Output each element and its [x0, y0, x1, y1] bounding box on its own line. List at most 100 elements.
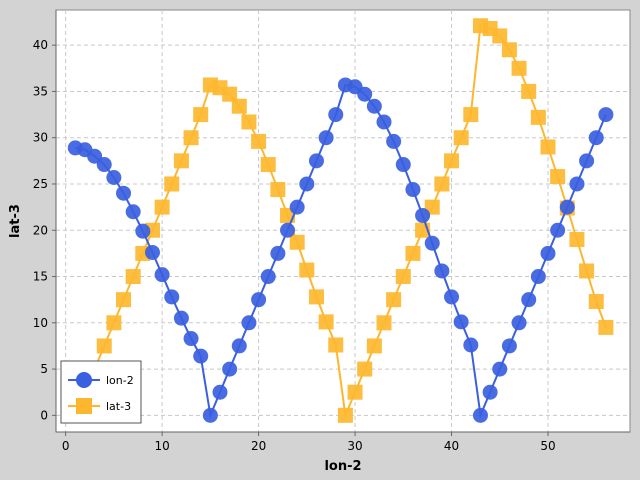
data-point-lat-3 — [386, 292, 402, 308]
series-lon-2 — [67, 77, 614, 423]
x-tick-label: 50 — [540, 439, 555, 453]
x-tick-label: 40 — [444, 439, 459, 453]
legend-box — [60, 360, 142, 424]
y-tick-label: 35 — [33, 84, 48, 98]
data-point-lon-2 — [116, 185, 132, 201]
data-point-lat-3 — [289, 234, 305, 250]
data-point-lat-3 — [550, 169, 566, 185]
data-point-lon-2 — [569, 176, 585, 192]
legend-label-lon-2: lon-2 — [106, 374, 134, 387]
data-point-lat-3 — [492, 28, 508, 44]
data-point-lat-3 — [183, 130, 199, 146]
data-point-lat-3 — [96, 338, 112, 354]
data-point-lon-2 — [501, 338, 517, 354]
data-point-lat-3 — [328, 337, 344, 353]
data-point-lat-3 — [598, 319, 614, 335]
data-point-lat-3 — [453, 130, 469, 146]
data-point-lon-2 — [357, 86, 373, 102]
data-point-lon-2 — [463, 337, 479, 353]
data-point-lon-2 — [193, 348, 209, 364]
data-point-lat-3 — [241, 114, 257, 130]
y-tick-label: 20 — [33, 223, 48, 237]
x-tick-label: 20 — [251, 439, 266, 453]
data-point-lon-2 — [434, 263, 450, 279]
x-tick-label: 30 — [347, 439, 362, 453]
data-point-lon-2 — [328, 107, 344, 123]
data-point-lon-2 — [366, 98, 382, 114]
data-point-lat-3 — [231, 98, 247, 114]
data-point-lon-2 — [482, 384, 498, 400]
data-point-lat-3 — [318, 314, 334, 330]
data-point-lon-2 — [96, 157, 112, 173]
y-tick-label: 30 — [33, 131, 48, 145]
data-point-lon-2 — [299, 176, 315, 192]
data-point-lon-2 — [135, 223, 151, 239]
data-point-lon-2 — [106, 170, 122, 186]
data-point-lon-2 — [280, 222, 296, 238]
data-point-lat-3 — [588, 294, 604, 310]
data-point-lon-2 — [231, 338, 247, 354]
data-point-lon-2 — [550, 222, 566, 238]
data-point-lon-2 — [318, 130, 334, 146]
data-point-lon-2 — [241, 315, 257, 331]
axes: 0 10 20 30 40 50 0 5 10 15 20 25 30 35 40 — [33, 10, 630, 453]
data-point-lon-2 — [472, 407, 488, 423]
data-point-lon-2 — [376, 114, 392, 130]
data-point-lon-2 — [202, 407, 218, 423]
data-point-lon-2 — [424, 235, 440, 251]
data-point-lon-2 — [164, 289, 180, 305]
data-point-lon-2 — [453, 314, 469, 330]
data-point-lat-3 — [299, 262, 315, 278]
y-tick-label: 10 — [33, 316, 48, 330]
data-point-lon-2 — [540, 245, 556, 261]
legend-label-lat-3: lat-3 — [106, 400, 131, 413]
data-point-lon-2 — [212, 384, 228, 400]
y-tick-label: 15 — [33, 270, 48, 284]
data-point-lon-2 — [415, 207, 431, 223]
y-tick-label: 0 — [40, 408, 48, 422]
data-point-lon-2 — [511, 315, 527, 331]
data-point-lon-2 — [405, 182, 421, 198]
data-point-lat-3 — [260, 157, 276, 173]
data-point-lat-3 — [106, 315, 122, 331]
data-point-lat-3 — [501, 42, 517, 58]
data-point-lat-3 — [579, 263, 595, 279]
legend-marker-lon-2 — [76, 372, 92, 388]
data-point-lat-3 — [463, 107, 479, 123]
y-axis-title: lat-3 — [8, 204, 23, 238]
data-point-lon-2 — [444, 289, 460, 305]
series-layer — [67, 18, 614, 423]
data-point-lon-2 — [154, 267, 170, 283]
y-tick-label: 40 — [33, 38, 48, 52]
data-point-lat-3 — [308, 289, 324, 305]
data-point-lat-3 — [347, 384, 363, 400]
data-point-lat-3 — [116, 292, 132, 308]
data-point-lon-2 — [260, 269, 276, 285]
data-point-lat-3 — [444, 153, 460, 169]
data-point-lat-3 — [530, 109, 546, 125]
data-point-lat-3 — [154, 199, 170, 215]
data-point-lon-2 — [588, 130, 604, 146]
y-tick-label: 25 — [33, 177, 48, 191]
data-point-lat-3 — [405, 245, 421, 261]
data-point-lat-3 — [434, 176, 450, 192]
data-point-lat-3 — [270, 182, 286, 198]
data-point-lat-3 — [521, 83, 537, 99]
data-point-lon-2 — [521, 292, 537, 308]
data-point-lon-2 — [173, 310, 189, 326]
data-point-lon-2 — [144, 244, 160, 260]
data-point-lon-2 — [222, 361, 238, 377]
x-tick-label: 0 — [62, 439, 70, 453]
data-point-lon-2 — [559, 199, 575, 215]
data-point-lon-2 — [308, 153, 324, 169]
data-point-lat-3 — [569, 232, 585, 248]
data-point-lat-3 — [173, 153, 189, 169]
x-tick-label: 10 — [154, 439, 169, 453]
data-point-lon-2 — [251, 292, 267, 308]
data-point-lon-2 — [386, 133, 402, 149]
legend-entry-lat-3: lat-3 — [68, 398, 131, 414]
data-point-lon-2 — [579, 153, 595, 169]
data-point-lon-2 — [289, 199, 305, 215]
data-point-lat-3 — [395, 269, 411, 285]
